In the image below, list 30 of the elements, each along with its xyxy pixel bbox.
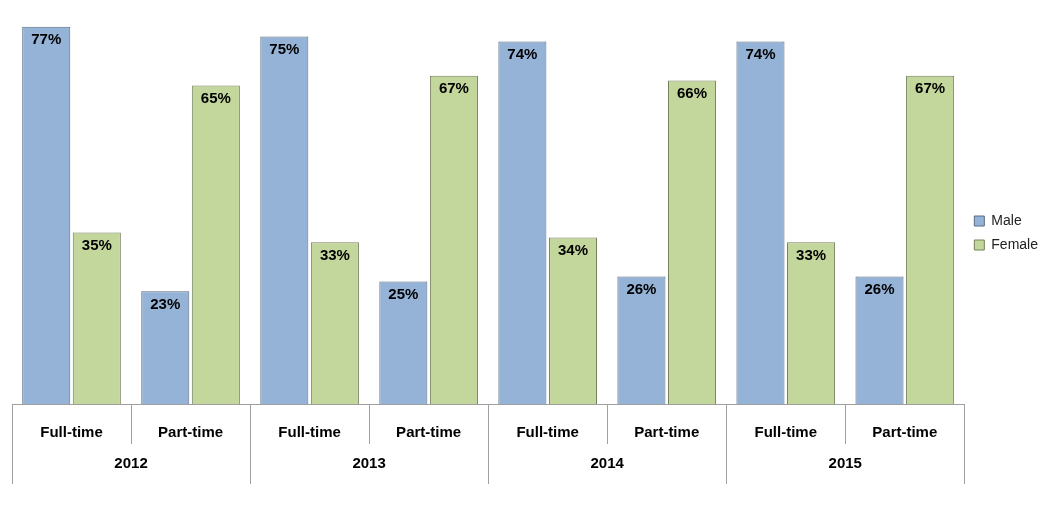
legend-label: Male xyxy=(991,211,1022,228)
data-label: 26% xyxy=(626,280,657,298)
text: 2012 xyxy=(114,454,148,472)
data-label: 77% xyxy=(31,30,62,48)
data-label: 25% xyxy=(388,285,419,303)
x-tick-label: Part-time xyxy=(634,423,700,441)
text: 2014 xyxy=(590,454,625,472)
x-tick-label: Full-time xyxy=(278,423,341,441)
legend-label: Female xyxy=(991,235,1039,252)
data-label: 26% xyxy=(864,280,895,298)
text: 2015 xyxy=(828,454,862,472)
x-tick-label: Full-time xyxy=(40,423,103,441)
x-tick-label: Part-time xyxy=(396,423,462,441)
data-label: 34% xyxy=(557,241,588,259)
x-tick-label: Part-time xyxy=(872,423,938,441)
text: 2013 xyxy=(352,454,386,472)
data-label: 33% xyxy=(319,245,350,263)
x-tick-label: Full-time xyxy=(754,423,818,441)
x-tick-label: Full-time xyxy=(516,423,579,441)
data-label: 66% xyxy=(677,84,708,102)
data-label: 65% xyxy=(200,89,231,107)
data-label: 33% xyxy=(796,245,827,263)
data-label: 67% xyxy=(915,79,946,97)
data-label: 74% xyxy=(507,45,538,63)
data-label: 35% xyxy=(81,236,112,254)
x-tick-label: Part-time xyxy=(158,423,224,441)
data-label: 67% xyxy=(438,79,469,97)
data-label: 23% xyxy=(150,294,181,312)
data-label: 75% xyxy=(269,40,300,58)
data-label: 74% xyxy=(745,45,776,63)
